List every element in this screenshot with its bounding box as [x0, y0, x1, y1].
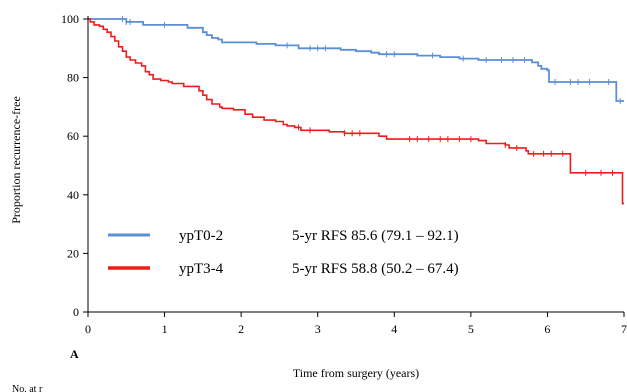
x-tick-label: 5 [468, 322, 474, 336]
legend-series-name: ypT0-2 [179, 228, 223, 244]
axes [87, 16, 624, 313]
legend-rfs-stat: 5-yr RFS 58.8 (50.2 – 67.4) [292, 261, 459, 277]
x-tick-label: 3 [315, 322, 321, 336]
legend-series-name: ypT3-4 [179, 261, 224, 277]
x-axis-title: Time from surgery (years) [293, 366, 419, 380]
panel-label: A [70, 347, 79, 361]
x-tick-label: 2 [238, 322, 244, 336]
x-tick-label: 0 [85, 322, 91, 336]
legend-rfs-stat: 5-yr RFS 85.6 (79.1 – 92.1) [292, 228, 459, 244]
y-tick-label: 20 [67, 246, 79, 260]
y-axis-ticks: 0 20 40 60 80 100 [61, 12, 88, 319]
footnote-text: No. at r [12, 384, 43, 392]
survival-curve-ypt3-4 [88, 18, 624, 205]
x-tick-label: 7 [621, 322, 627, 336]
y-tick-label: 100 [61, 12, 79, 26]
y-tick-label: 80 [67, 71, 79, 85]
legend: ypT0-2 5-yr RFS 85.6 (79.1 – 92.1) ypT3-4 5… [108, 228, 459, 277]
y-tick-label: 0 [73, 305, 79, 319]
y-tick-label: 60 [67, 129, 79, 143]
plot-area [88, 16, 624, 205]
x-axis-ticks: 0 1 2 3 4 5 6 7 [85, 312, 627, 336]
x-tick-label: 1 [162, 322, 168, 336]
x-tick-label: 4 [391, 322, 397, 336]
x-tick-label: 6 [544, 322, 550, 336]
y-tick-label: 40 [67, 188, 79, 202]
survival-curve-ypt0-2 [88, 18, 624, 102]
y-axis-title: Proportion recurrence-free [9, 96, 23, 224]
